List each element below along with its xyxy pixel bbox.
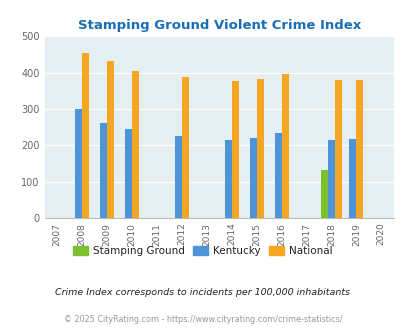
Bar — [327, 140, 334, 218]
Bar — [175, 137, 181, 218]
Legend: Stamping Ground, Kentucky, National: Stamping Ground, Kentucky, National — [69, 242, 336, 260]
Bar — [100, 123, 107, 218]
Bar — [231, 81, 238, 218]
Text: © 2025 CityRating.com - https://www.cityrating.com/crime-statistics/: © 2025 CityRating.com - https://www.city… — [64, 315, 341, 324]
Bar — [274, 133, 281, 218]
Bar — [132, 71, 139, 218]
Bar — [249, 138, 256, 218]
Bar — [107, 61, 114, 218]
Bar — [334, 80, 341, 218]
Bar — [356, 80, 362, 218]
Bar — [349, 139, 356, 218]
Bar — [82, 52, 89, 218]
Bar — [224, 140, 231, 218]
Text: Crime Index corresponds to incidents per 100,000 inhabitants: Crime Index corresponds to incidents per… — [55, 288, 350, 297]
Bar — [75, 109, 82, 218]
Bar — [181, 77, 188, 218]
Bar — [256, 79, 263, 218]
Title: Stamping Ground Violent Crime Index: Stamping Ground Violent Crime Index — [77, 19, 360, 32]
Bar — [320, 170, 327, 218]
Bar — [281, 74, 288, 218]
Bar — [125, 129, 132, 218]
